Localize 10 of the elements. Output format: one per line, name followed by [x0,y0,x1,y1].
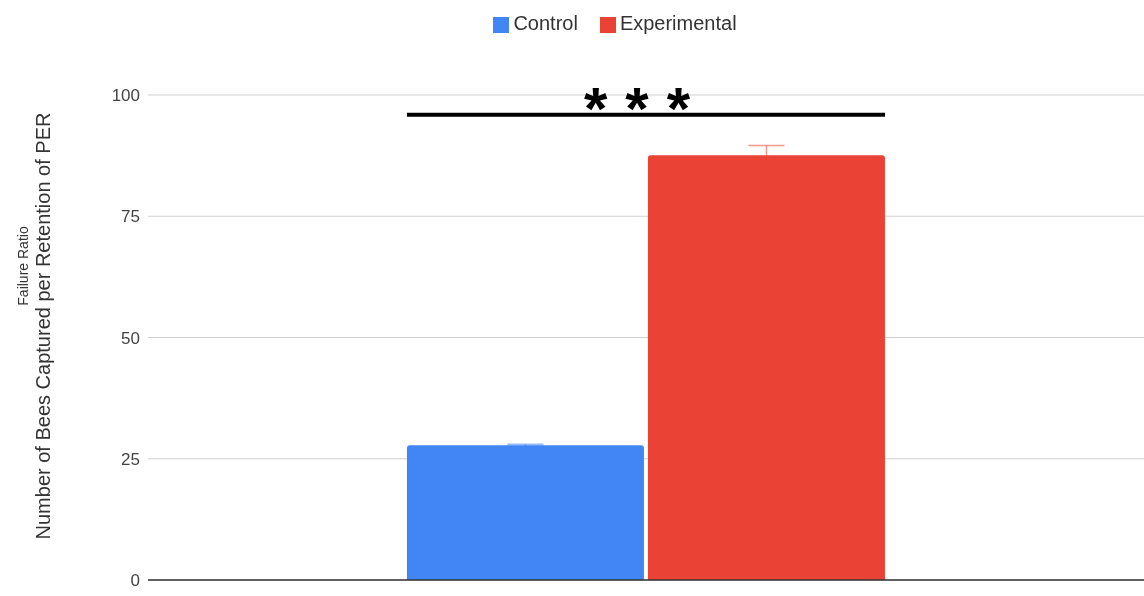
y-tick-label: 25 [121,449,140,469]
y-tick-label: 75 [121,207,140,227]
legend-label: Experimental [619,12,737,34]
text: Failure Ratio [15,226,31,306]
y-tick-label: 0 [130,571,140,591]
y-tick-label: 50 [121,328,140,348]
y-axis-title: Number of Bees Captured per Retention of PER [32,112,54,540]
annotation: *** [583,74,709,142]
legend-label: Control [513,12,578,34]
y-tick-label: 100 [111,86,140,106]
